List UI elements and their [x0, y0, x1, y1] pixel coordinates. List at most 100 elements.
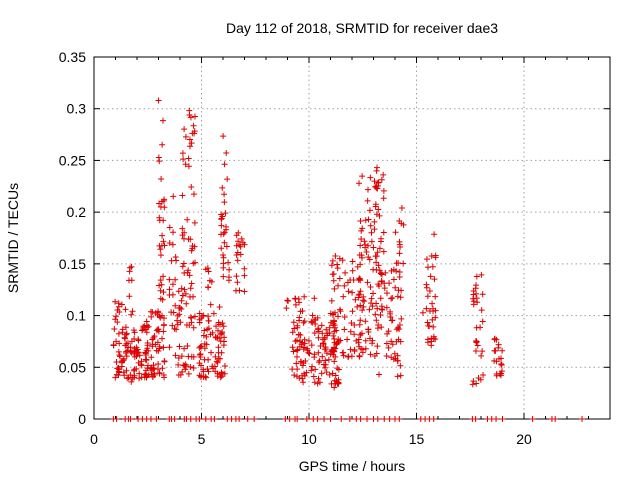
data-point — [393, 260, 400, 267]
data-point — [479, 348, 486, 355]
data-point — [216, 335, 223, 342]
x-tick-label: 10 — [301, 431, 317, 447]
data-point — [345, 353, 352, 360]
data-point — [226, 266, 233, 273]
data-point — [130, 327, 137, 334]
data-point — [160, 273, 167, 280]
data-point — [203, 374, 210, 381]
data-point — [181, 345, 188, 352]
data-point — [371, 226, 378, 233]
data-point — [157, 277, 164, 284]
zero-point — [127, 416, 134, 422]
plot-frame — [93, 56, 611, 420]
data-point — [156, 200, 163, 207]
data-point — [202, 373, 209, 380]
data-point — [185, 370, 192, 377]
data-point — [220, 260, 227, 267]
data-point — [149, 308, 156, 315]
data-point — [139, 327, 146, 334]
data-point — [218, 330, 225, 337]
data-point — [222, 223, 229, 230]
data-point — [383, 290, 390, 297]
data-point — [496, 355, 503, 362]
data-point — [204, 265, 211, 272]
data-point — [205, 317, 212, 324]
data-point — [301, 336, 308, 343]
data-point — [196, 316, 203, 323]
zero-point — [381, 416, 388, 422]
data-point — [112, 298, 119, 305]
zero-point — [493, 416, 500, 422]
data-point — [224, 176, 231, 183]
data-point — [365, 216, 372, 223]
zero-point — [113, 416, 120, 422]
data-point — [291, 372, 298, 379]
data-point — [130, 367, 137, 374]
data-point — [373, 253, 380, 260]
data-point — [160, 238, 167, 245]
data-point — [359, 297, 366, 304]
data-point — [225, 259, 232, 266]
data-point — [191, 113, 198, 120]
data-point — [335, 313, 342, 320]
data-point — [334, 365, 341, 372]
data-point — [160, 322, 167, 329]
data-point — [128, 263, 135, 270]
data-point — [308, 342, 315, 349]
data-point — [220, 254, 227, 261]
data-point — [114, 319, 121, 326]
data-point — [341, 313, 348, 320]
data-point — [204, 284, 211, 291]
data-point — [181, 270, 188, 277]
data-point — [131, 353, 138, 360]
data-point — [198, 362, 205, 369]
data-point — [474, 299, 481, 306]
data-point — [473, 273, 480, 280]
data-point — [294, 337, 301, 344]
data-point — [293, 360, 300, 367]
data-point — [143, 373, 150, 380]
data-point — [290, 348, 297, 355]
data-point — [159, 335, 166, 342]
data-point — [295, 295, 302, 302]
data-point — [369, 303, 376, 310]
data-point — [340, 352, 347, 359]
data-point — [370, 290, 377, 297]
data-point — [283, 305, 290, 312]
data-point — [311, 379, 318, 386]
data-point — [290, 319, 297, 326]
data-point — [174, 317, 181, 324]
data-point — [388, 295, 395, 302]
data-point — [376, 245, 383, 252]
data-point — [367, 174, 374, 181]
data-point — [178, 297, 185, 304]
data-point — [179, 192, 186, 199]
data-point — [220, 323, 227, 330]
data-point — [152, 310, 159, 317]
data-point — [207, 331, 214, 338]
data-point — [373, 300, 380, 307]
data-point — [371, 352, 378, 359]
zero-point — [579, 416, 586, 422]
data-point — [373, 266, 380, 273]
data-point — [218, 245, 225, 252]
data-point — [358, 236, 365, 243]
data-point — [190, 191, 197, 198]
data-point — [367, 222, 374, 229]
data-point — [349, 289, 356, 296]
data-point — [347, 346, 354, 353]
data-point — [143, 318, 150, 325]
data-point — [223, 150, 230, 157]
data-point — [308, 318, 315, 325]
data-point — [365, 326, 372, 333]
data-point — [180, 235, 187, 242]
data-point — [394, 293, 401, 300]
data-point — [497, 372, 504, 379]
data-point — [336, 306, 343, 313]
data-point — [218, 215, 225, 222]
data-point — [398, 220, 405, 227]
data-point — [143, 356, 150, 363]
data-point — [187, 293, 194, 300]
data-point — [431, 231, 438, 238]
x-tick-label: 15 — [409, 431, 425, 447]
